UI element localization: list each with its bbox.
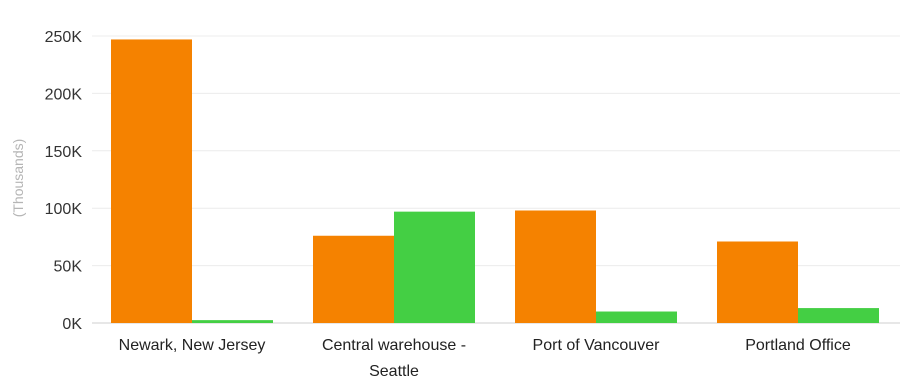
x-category-label: Central warehouse - Seattle xyxy=(322,337,466,380)
x-category-label: Portland Office xyxy=(745,337,851,354)
x-category-label-line: Newark, New Jersey xyxy=(119,337,266,354)
y-tick-label: 0K xyxy=(62,316,82,333)
bar-series-2-category-3[interactable] xyxy=(596,311,677,323)
bars xyxy=(111,39,879,323)
y-tick-label: 150K xyxy=(45,144,83,161)
x-category-label-line: Portland Office xyxy=(745,337,851,354)
x-category-label-line: Port of Vancouver xyxy=(533,337,661,354)
x-axis-categories: Newark, New Jersey Central warehouse - Sea… xyxy=(119,337,851,380)
y-tick-label: 250K xyxy=(45,29,83,46)
bar-series-1-category-4[interactable] xyxy=(717,241,798,323)
y-axis-title: (Thousands) xyxy=(10,139,26,218)
y-tick-label: 100K xyxy=(45,201,83,218)
bar-series-1-category-2[interactable] xyxy=(313,235,394,323)
y-axis-ticks: 0K 50K 100K 150K 200K 250K xyxy=(45,29,83,333)
y-tick-label: 200K xyxy=(45,86,83,103)
bar-series-2-category-1[interactable] xyxy=(192,320,273,323)
x-category-label-line: Seattle xyxy=(369,363,419,380)
x-category-label-line: Central warehouse - xyxy=(322,337,466,354)
x-category-label: Newark, New Jersey xyxy=(119,337,266,354)
bar-series-1-category-3[interactable] xyxy=(515,210,596,323)
bar-series-2-category-2[interactable] xyxy=(394,211,475,323)
x-category-label: Port of Vancouver xyxy=(533,337,661,354)
bar-series-2-category-4[interactable] xyxy=(798,308,879,323)
bar-series-1-category-1[interactable] xyxy=(111,39,192,323)
y-tick-label: 50K xyxy=(54,259,83,276)
